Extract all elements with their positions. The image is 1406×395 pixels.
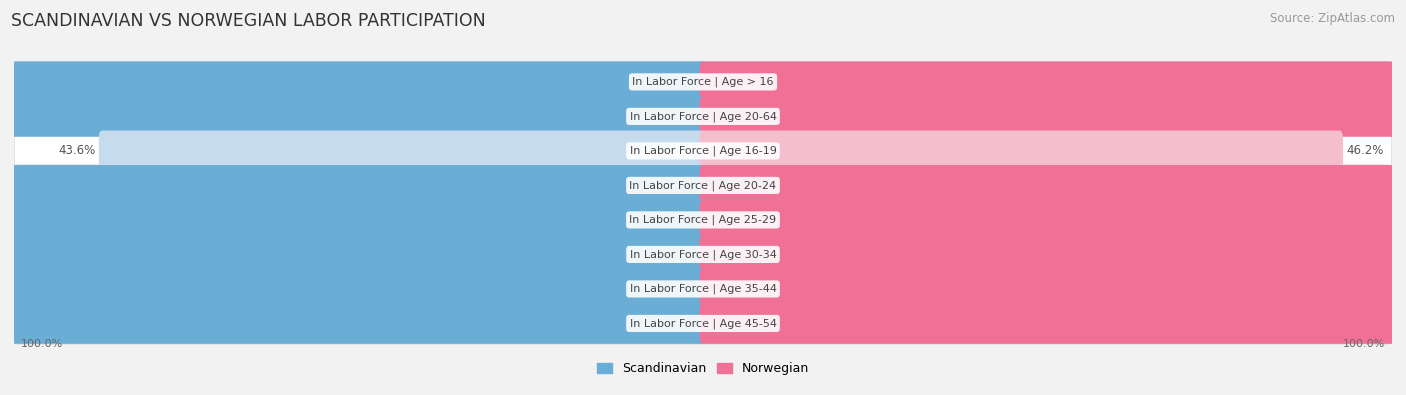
Text: SCANDINAVIAN VS NORWEGIAN LABOR PARTICIPATION: SCANDINAVIAN VS NORWEGIAN LABOR PARTICIP… — [11, 12, 486, 30]
FancyBboxPatch shape — [700, 165, 1406, 206]
Text: In Labor Force | Age 16-19: In Labor Force | Age 16-19 — [630, 146, 776, 156]
FancyBboxPatch shape — [14, 62, 1392, 102]
FancyBboxPatch shape — [0, 199, 706, 240]
FancyBboxPatch shape — [700, 269, 1406, 309]
FancyBboxPatch shape — [14, 131, 1392, 171]
FancyBboxPatch shape — [98, 131, 706, 171]
Text: In Labor Force | Age 45-54: In Labor Force | Age 45-54 — [630, 318, 776, 329]
Text: In Labor Force | Age 35-44: In Labor Force | Age 35-44 — [630, 284, 776, 294]
FancyBboxPatch shape — [0, 303, 706, 344]
FancyBboxPatch shape — [700, 62, 1406, 102]
FancyBboxPatch shape — [0, 269, 706, 309]
FancyBboxPatch shape — [0, 62, 706, 102]
Text: 46.2%: 46.2% — [1347, 145, 1384, 158]
Text: Source: ZipAtlas.com: Source: ZipAtlas.com — [1270, 12, 1395, 25]
FancyBboxPatch shape — [700, 96, 1406, 137]
FancyBboxPatch shape — [14, 199, 1392, 240]
Text: In Labor Force | Age 25-29: In Labor Force | Age 25-29 — [630, 214, 776, 225]
Text: 100.0%: 100.0% — [21, 339, 63, 349]
FancyBboxPatch shape — [700, 303, 1406, 344]
Text: In Labor Force | Age 20-64: In Labor Force | Age 20-64 — [630, 111, 776, 122]
Text: 100.0%: 100.0% — [1343, 339, 1385, 349]
Text: In Labor Force | Age 20-24: In Labor Force | Age 20-24 — [630, 180, 776, 191]
Legend: Scandinavian, Norwegian: Scandinavian, Norwegian — [592, 357, 814, 380]
FancyBboxPatch shape — [700, 131, 1343, 171]
FancyBboxPatch shape — [14, 269, 1392, 309]
FancyBboxPatch shape — [14, 96, 1392, 137]
FancyBboxPatch shape — [700, 234, 1406, 275]
Text: In Labor Force | Age > 16: In Labor Force | Age > 16 — [633, 77, 773, 87]
FancyBboxPatch shape — [0, 165, 706, 206]
FancyBboxPatch shape — [0, 96, 706, 137]
FancyBboxPatch shape — [0, 234, 706, 275]
FancyBboxPatch shape — [14, 303, 1392, 344]
Text: 43.6%: 43.6% — [58, 145, 96, 158]
FancyBboxPatch shape — [14, 234, 1392, 275]
FancyBboxPatch shape — [700, 199, 1406, 240]
FancyBboxPatch shape — [14, 165, 1392, 206]
Text: In Labor Force | Age 30-34: In Labor Force | Age 30-34 — [630, 249, 776, 260]
